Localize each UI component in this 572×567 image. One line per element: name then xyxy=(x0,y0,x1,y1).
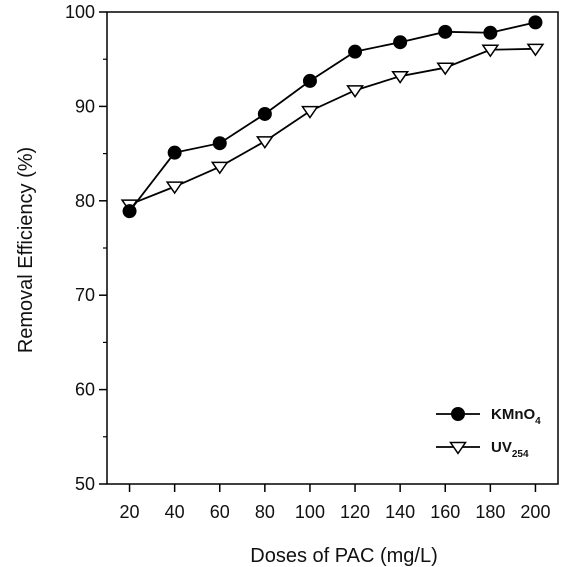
y-tick-label: 70 xyxy=(75,285,95,305)
x-tick-label: 100 xyxy=(295,502,325,522)
x-tick-label: 80 xyxy=(255,502,275,522)
legend-marker xyxy=(451,407,465,421)
data-point xyxy=(348,44,363,59)
data-point xyxy=(302,73,317,88)
data-point xyxy=(481,44,500,58)
y-tick-label: 80 xyxy=(75,191,95,211)
y-axis: 50 60 70 80 90 100 xyxy=(65,2,107,494)
data-point xyxy=(393,35,408,50)
legend-label: UV254 xyxy=(491,439,529,460)
data-point xyxy=(122,204,137,219)
series-layer xyxy=(120,15,545,219)
x-axis-title: Doses of PAC (mg/L) xyxy=(250,545,437,567)
x-tick-label: 200 xyxy=(520,502,550,522)
data-point xyxy=(212,136,227,151)
data-point xyxy=(257,106,272,121)
data-point xyxy=(483,25,498,40)
data-point xyxy=(438,24,453,39)
series-kmno4 xyxy=(122,15,543,219)
x-tick-label: 140 xyxy=(385,502,415,522)
x-axis: 20 40 60 80 100 120 140 160 180 200 xyxy=(120,484,550,522)
series-line xyxy=(128,21,536,212)
x-tick-label: 20 xyxy=(120,502,140,522)
series-uv254 xyxy=(120,43,545,213)
series-line xyxy=(129,47,536,206)
y-tick-label: 90 xyxy=(75,96,95,116)
data-point xyxy=(167,145,182,160)
legend-item-uv254: UV254 xyxy=(436,439,529,460)
legend-label-subscript: 4 xyxy=(535,416,541,427)
data-point xyxy=(255,136,274,150)
data-point xyxy=(301,105,319,119)
data-point xyxy=(526,43,545,57)
data-point xyxy=(528,15,543,30)
y-tick-label: 60 xyxy=(75,380,95,400)
data-point xyxy=(391,70,410,84)
legend-label-subscript: 254 xyxy=(512,449,529,460)
x-tick-label: 120 xyxy=(340,502,370,522)
y-axis-title: Removal Efficiency (%) xyxy=(15,147,37,353)
legend-label: KMnO4 xyxy=(491,406,541,427)
legend-item-kmno4: KMnO4 xyxy=(436,406,541,427)
y-tick-label: 50 xyxy=(75,474,95,494)
y-tick-label: 100 xyxy=(65,2,95,22)
data-point xyxy=(210,161,229,175)
legend: KMnO4 UV254 xyxy=(436,406,541,460)
legend-marker xyxy=(449,441,467,455)
data-point xyxy=(436,62,455,76)
x-tick-label: 40 xyxy=(165,502,185,522)
x-tick-label: 160 xyxy=(430,502,460,522)
x-tick-label: 60 xyxy=(210,502,230,522)
x-tick-label: 180 xyxy=(475,502,505,522)
data-point xyxy=(346,85,364,99)
data-point xyxy=(165,181,184,195)
